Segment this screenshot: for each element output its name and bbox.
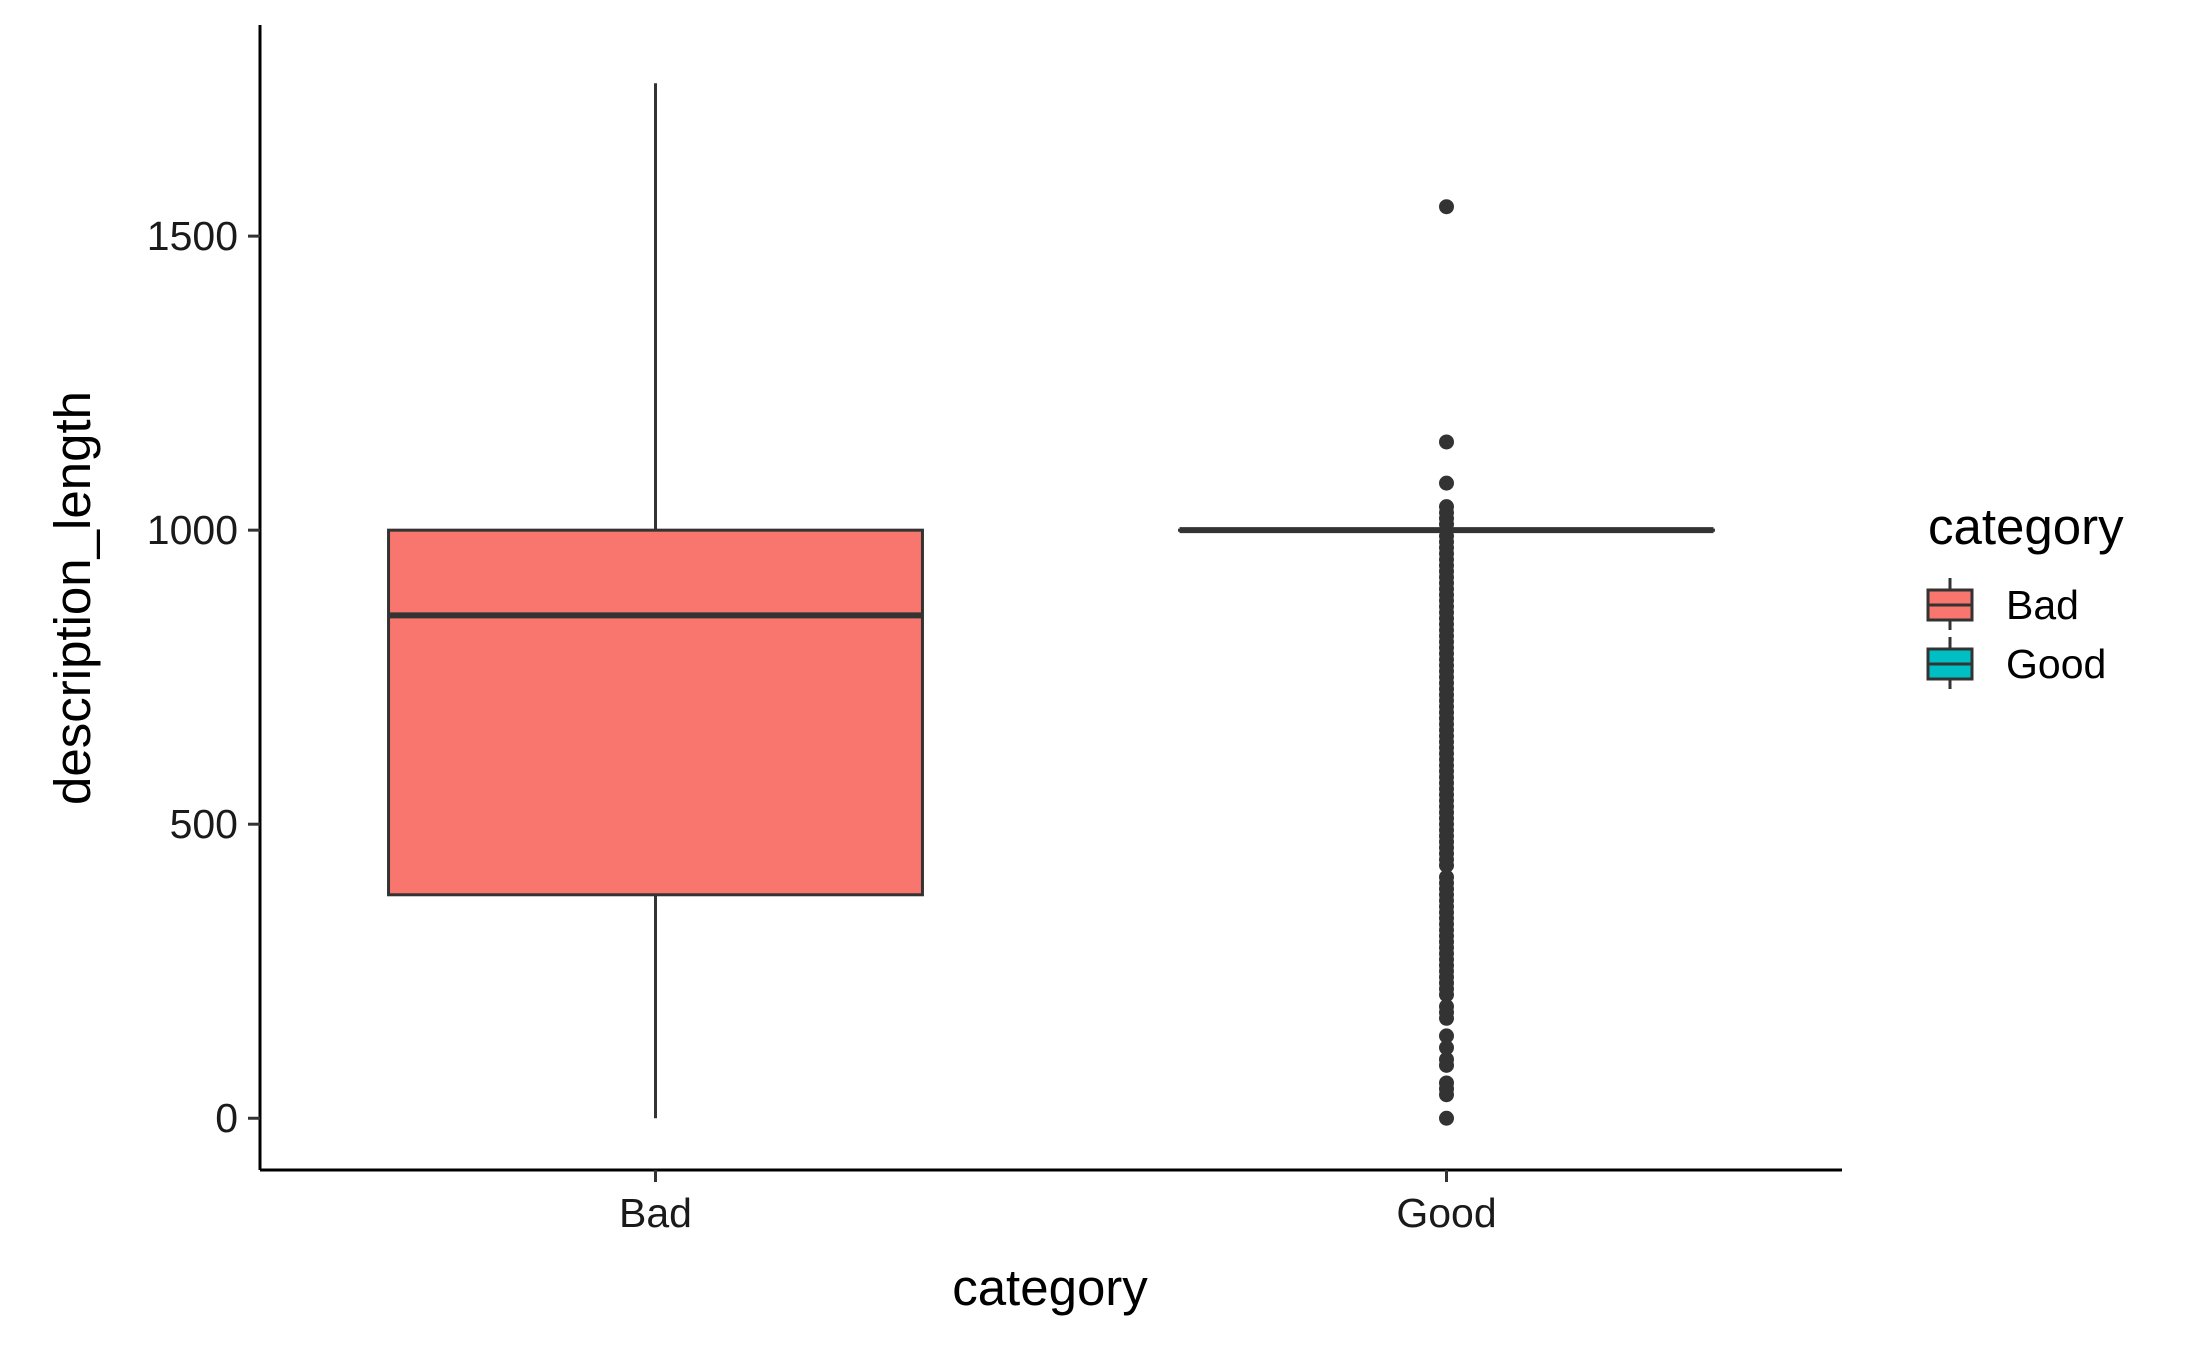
outlier-point [1439,1040,1454,1056]
x-axis-title: category [952,1259,1148,1316]
outlier-point [1439,987,1454,1003]
plot-area [387,83,1715,1126]
y-tick-label: 1000 [147,507,238,553]
legend: category Bad Good [1926,498,2124,689]
outlier-point [1439,1028,1454,1044]
outlier-point [1439,516,1454,532]
legend-entry-bad: Bad [1926,578,2079,630]
x-tick-label: Bad [619,1190,692,1236]
outlier-point [1439,1087,1454,1103]
axes: 0 500 1000 1500 Bad Good [147,25,1842,1236]
outlier-point [1439,857,1454,873]
legend-title: category [1928,498,2124,555]
outlier-point [1439,475,1454,491]
legend-entry-good: Good [1926,637,2106,689]
y-axis-title: description_length [44,391,101,805]
outlier-point [1439,1010,1454,1026]
y-tick-label: 1500 [147,213,238,259]
outlier-point [1439,1057,1454,1073]
y-tick-label: 0 [215,1095,238,1141]
legend-label: Good [2006,641,2106,687]
outlier-point [1439,199,1454,215]
y-tick-label: 500 [170,801,238,847]
box-good [1178,199,1715,1126]
legend-label: Bad [2006,582,2079,628]
x-tick-label: Good [1396,1190,1496,1236]
outlier-point [1439,434,1454,450]
outlier-point [1439,1110,1454,1126]
box-body [387,528,924,897]
box-bad [387,83,924,1119]
